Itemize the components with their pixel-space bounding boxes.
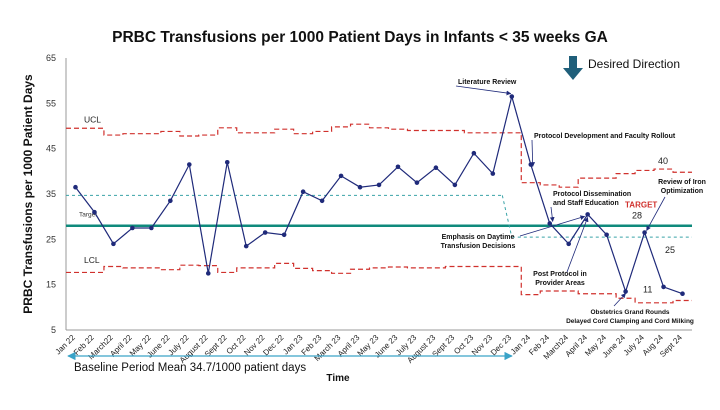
data-point xyxy=(566,241,571,247)
data-point xyxy=(433,165,439,171)
data-point xyxy=(262,230,268,235)
annotation-post-protocol-pointer xyxy=(566,216,589,273)
lcl-line xyxy=(66,262,692,304)
lcl-label: LCL xyxy=(84,255,100,265)
data-point xyxy=(168,198,173,204)
y-tick-label: 45 xyxy=(46,144,56,154)
x-tick-label: Dec 23 xyxy=(489,333,514,358)
data-point xyxy=(585,212,590,217)
data-point xyxy=(149,225,154,231)
target-value-label: 25 xyxy=(665,245,675,255)
data-point xyxy=(490,171,496,176)
desired-direction-arrow-icon xyxy=(563,68,583,80)
y-tick-label: 5 xyxy=(51,325,56,335)
data-point xyxy=(414,180,420,185)
mean-shift-line xyxy=(501,195,513,238)
y-tick-label: 15 xyxy=(46,280,56,290)
data-point xyxy=(281,232,287,238)
data-point xyxy=(73,184,78,190)
x-axis-label: Time xyxy=(326,373,350,384)
data-point xyxy=(604,232,609,238)
annotation-daytime-emphasis-text: Emphasis on Daytime xyxy=(442,234,515,241)
x-tick-label: Dec 22 xyxy=(261,333,286,358)
data-point xyxy=(680,291,685,297)
data-point xyxy=(661,284,666,290)
annotation-obstetrics-grand-rounds-text: Obstetrics Grand Rounds xyxy=(590,309,669,316)
annotation-literature-review-text: Literature Review xyxy=(458,79,517,86)
data-point xyxy=(92,209,97,215)
data-point xyxy=(642,230,647,235)
data-point xyxy=(130,225,135,231)
ucl-label: UCL xyxy=(84,114,101,124)
data-point xyxy=(357,184,363,190)
desired-direction-label: Desired Direction xyxy=(588,57,680,71)
data-point xyxy=(471,150,477,156)
data-point xyxy=(376,182,382,188)
data-point xyxy=(187,162,192,167)
y-tick-label: 25 xyxy=(46,234,56,244)
annotation-iron-optimization-text: Optimization xyxy=(661,188,703,195)
data-point xyxy=(452,182,458,188)
data-point xyxy=(224,159,230,165)
data-point xyxy=(319,198,325,204)
annotation-literature-review-pointer xyxy=(455,85,512,96)
annotation-protocol-development-pointer xyxy=(530,139,536,168)
annotation-protocol-dissemination-text: Protocol Dissemination xyxy=(553,191,631,198)
annotation-iron-optimization-text: Review of Iron xyxy=(658,179,706,186)
y-tick-label: 35 xyxy=(46,189,56,199)
target-text-label: TARGET xyxy=(625,201,657,210)
data-point xyxy=(395,164,401,170)
annotation-obstetrics-pointer xyxy=(613,293,626,307)
annotation-post-protocol-text: Post Protocol in xyxy=(533,271,587,278)
annotation-protocol-development-text: Protocol Development and Faculty Rollout xyxy=(534,133,676,140)
annotation-protocol-dissemination-text: and Staff Education xyxy=(553,200,619,207)
baseline-period-label: Baseline Period Mean 34.7/1000 patient d… xyxy=(74,362,306,374)
annotation-iron-pointer xyxy=(646,196,666,231)
y-tick-label: 65 xyxy=(46,53,56,63)
data-point xyxy=(243,243,249,249)
ucl-value-label: 40 xyxy=(658,156,668,166)
chart-title: PRBC Transfusions per 1000 Patient Days … xyxy=(112,29,608,46)
target-line-label: Target xyxy=(79,212,97,219)
data-point xyxy=(623,289,628,294)
lcl-value-label: 11 xyxy=(643,284,652,294)
y-axis-label: PRBC Transfusions per 1000 Patient Days xyxy=(21,74,35,314)
data-point xyxy=(338,173,344,179)
annotation-protocol-dissemination-pointer xyxy=(549,206,555,222)
data-point xyxy=(205,271,211,276)
data-point xyxy=(547,221,553,226)
annotation-post-protocol-text: Provider Areas xyxy=(535,280,585,287)
new-mean-value-label: 28 xyxy=(632,210,642,220)
data-point xyxy=(300,189,306,195)
annotation-obstetrics-grand-rounds-text: Delayed Cord Clamping and Cord Milking xyxy=(566,318,694,325)
annotation-daytime-emphasis-pointer xyxy=(519,215,586,237)
data-point xyxy=(111,241,116,247)
data-point xyxy=(509,94,515,99)
desired-direction-arrow-shaft xyxy=(569,56,577,68)
annotation-daytime-emphasis-text: Transfusion Decisions xyxy=(441,243,516,250)
y-tick-label: 55 xyxy=(46,98,56,108)
